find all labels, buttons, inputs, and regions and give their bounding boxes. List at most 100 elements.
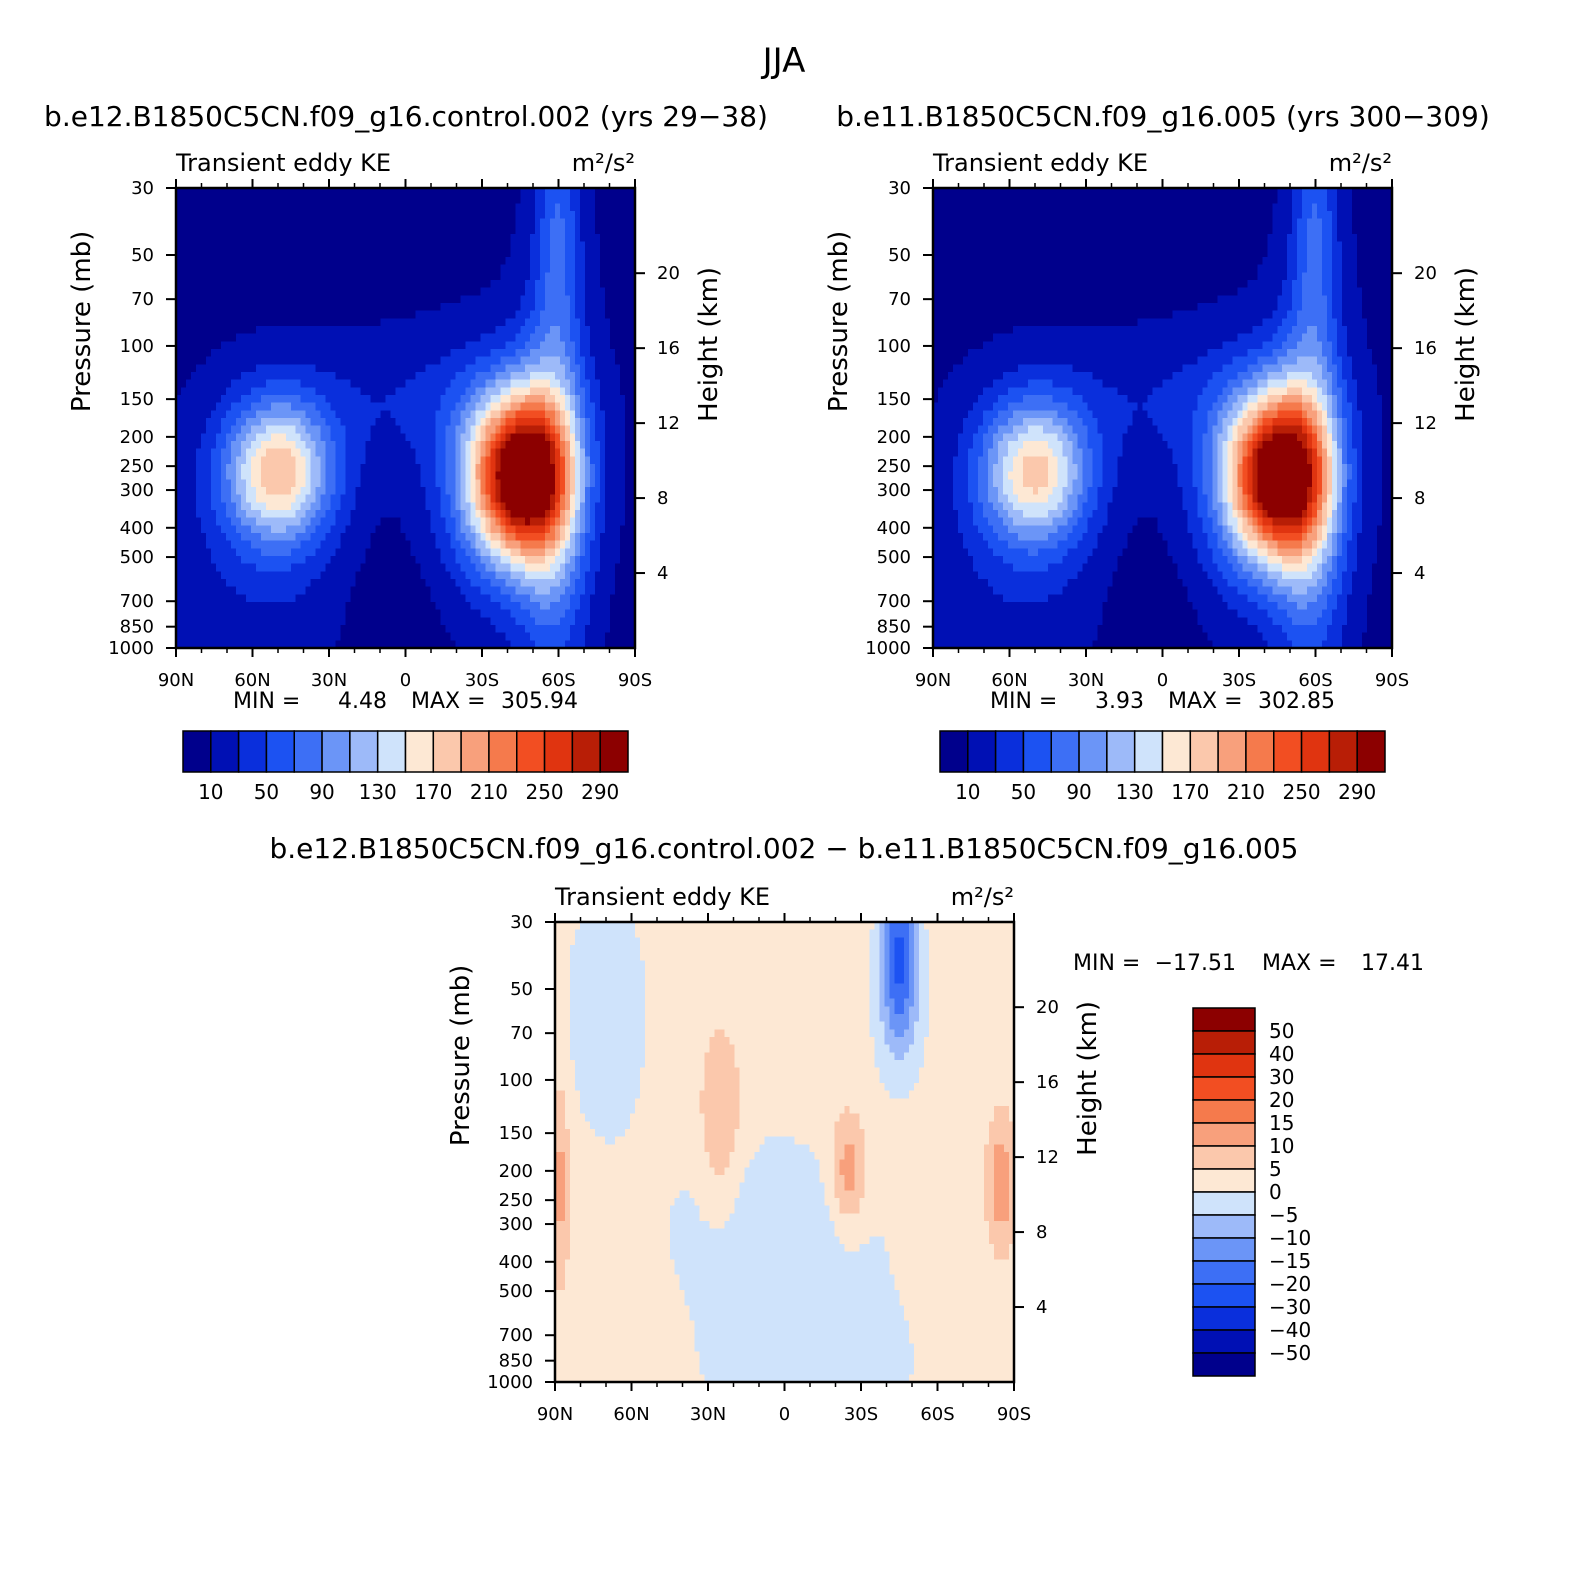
heatmap-cell [535,479,541,488]
heatmap-cell [605,372,611,381]
heatmap-cell [535,211,541,220]
heatmap-cell [485,333,491,342]
heatmap-cell [495,540,501,549]
heatmap-cell [405,395,412,404]
heatmap-cell [325,487,332,496]
heatmap-cell [340,517,347,526]
heatmap-cell [390,372,397,381]
heatmap-cell [200,510,207,519]
heatmap-cell [505,287,511,296]
heatmap-cell [285,395,292,404]
heatmap-cell [290,379,297,388]
heatmap-cell [180,364,187,373]
heatmap-cell [395,563,402,572]
heatmap-cell [405,387,412,396]
heatmap-cell [295,287,302,296]
heatmap-cell [585,372,591,381]
heatmap-cell [395,571,402,580]
heatmap-cell [450,540,456,549]
heatmap-cell [370,318,377,327]
heatmap-cell [460,234,466,243]
heatmap-cell [365,295,372,304]
heatmap-cell [405,211,412,220]
heatmap-cell [275,441,282,450]
heatmap-cell [305,510,312,519]
heatmap-cell [220,203,227,212]
heatmap-cell [580,533,586,542]
heatmap-cell [580,540,586,549]
heatmap-cell [575,310,581,319]
heatmap-cell [405,264,412,273]
heatmap-cell [215,249,222,258]
heatmap-cell [595,448,601,457]
heatmap-cell [460,372,466,381]
heatmap-cell [190,448,197,457]
heatmap-cell [315,218,322,227]
heatmap-cell [560,563,566,572]
heatmap-cell [250,464,257,473]
heatmap-cell [365,226,372,235]
heatmap-cell [180,556,187,565]
heatmap-cell [205,517,212,526]
heatmap-cell [560,425,566,434]
heatmap-cell [505,402,511,411]
heatmap-cell [270,387,277,396]
heatmap-cell [430,594,437,603]
heatmap-cell [280,448,287,457]
heatmap-cell [325,433,332,442]
heatmap-cell [280,287,287,296]
heatmap-cell [330,249,337,258]
heatmap-cell [225,471,232,480]
heatmap-cell [350,372,357,381]
heatmap-cell [480,318,486,327]
heatmap-cell [365,211,372,220]
heatmap-cell [415,387,422,396]
heatmap-cell [176,234,182,243]
heatmap-cell [270,257,277,266]
heatmap-cell [230,295,237,304]
heatmap-cell [520,318,526,327]
heatmap-cell [490,471,496,480]
heatmap-cell [215,326,222,335]
heatmap-cell [315,241,322,250]
heatmap-cell [176,203,182,212]
heatmap-cell [225,441,232,450]
heatmap-cell [405,272,412,281]
heatmap-cell [455,341,461,350]
heatmap-cell [595,586,601,595]
heatmap-cell [430,517,437,526]
heatmap-cell [485,395,491,404]
heatmap-cell [380,487,387,496]
heatmap-cell [220,533,227,542]
heatmap-cell [200,249,207,258]
heatmap-cell [525,395,531,404]
heatmap-cell [400,525,407,534]
heatmap-cell [205,571,212,580]
heatmap-cell [360,441,367,450]
heatmap-cell [465,188,471,197]
heatmap-cell [235,211,242,220]
heatmap-cell [270,502,277,511]
heatmap-cell [310,471,317,480]
heatmap-cell [615,326,621,335]
heatmap-cell [205,471,212,480]
heatmap-cell [485,448,491,457]
heatmap-cell [205,586,212,595]
heatmap-cell [305,540,312,549]
heatmap-cell [475,441,481,450]
heatmap-cell [360,464,367,473]
heatmap-cell [320,594,327,603]
heatmap-cell [330,280,337,289]
heatmap-cell [390,303,397,312]
heatmap-cell [455,487,461,496]
heatmap-cell [570,556,576,565]
heatmap-cell [190,502,197,511]
heatmap-cell [455,364,461,373]
heatmap-cell [435,494,442,503]
heatmap-cell [470,456,476,465]
heatmap-cell [480,441,486,450]
heatmap-cell [280,395,287,404]
heatmap-cell [280,272,287,281]
heatmap-cell [570,410,576,419]
heatmap-cell [570,341,576,350]
